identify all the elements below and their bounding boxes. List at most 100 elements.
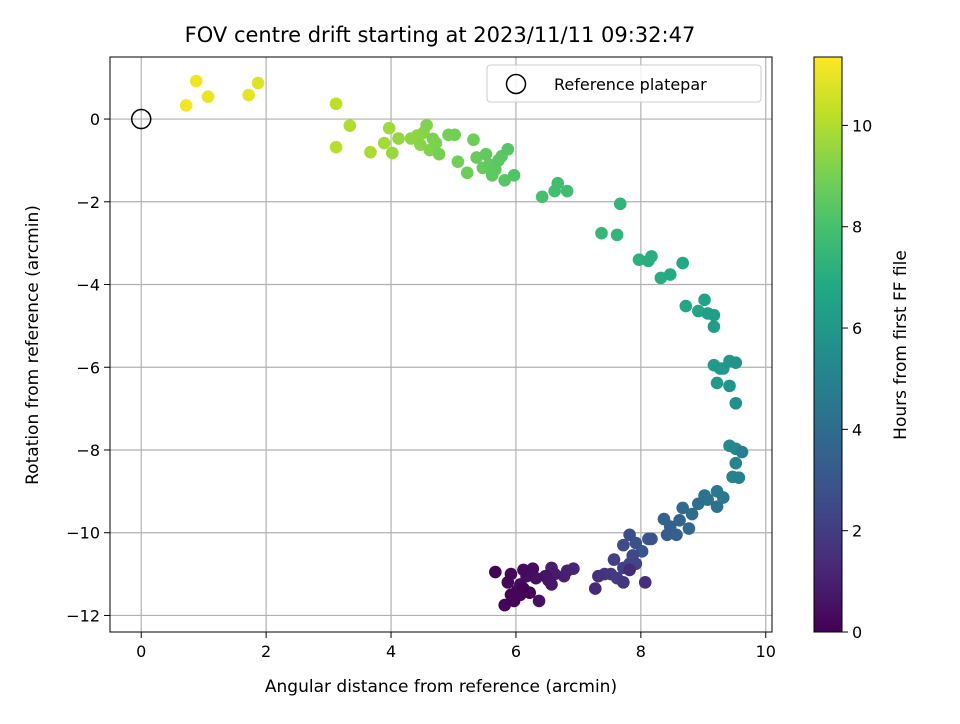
legend-marker-icon <box>505 73 527 95</box>
data-point <box>663 268 677 281</box>
data-point <box>632 253 646 266</box>
x-tick-label: 2 <box>261 642 271 661</box>
x-tick-label: 0 <box>136 642 146 661</box>
data-point <box>420 118 433 132</box>
data-point <box>685 507 699 521</box>
data-point <box>732 471 746 485</box>
data-point <box>448 128 462 142</box>
colorbar-gradient <box>813 56 843 633</box>
legend-box <box>486 64 762 103</box>
data-point <box>707 320 721 334</box>
x-axis-ticks: 0 2 4 6 8 10 <box>136 632 776 661</box>
data-point <box>498 598 512 612</box>
colorbar-tick-label: 6 <box>852 319 862 338</box>
data-point <box>623 528 636 542</box>
data-point <box>251 76 265 90</box>
data-point <box>329 140 343 154</box>
data-point <box>498 173 512 187</box>
data-point <box>414 138 427 151</box>
colorbar-ticks: 0 2 4 6 8 10 <box>842 116 872 642</box>
data-point <box>698 293 711 307</box>
data-point <box>592 569 605 583</box>
data-point <box>645 250 658 263</box>
data-point <box>529 571 543 585</box>
data-points <box>179 74 749 612</box>
data-point <box>532 594 546 608</box>
data-point <box>201 90 215 104</box>
data-point <box>723 379 736 393</box>
data-point <box>538 569 552 583</box>
data-point <box>385 146 399 160</box>
data-point <box>517 563 530 577</box>
data-point <box>657 512 671 526</box>
data-point <box>710 376 724 390</box>
colorbar-label: Hours from first FF file <box>891 250 911 440</box>
data-point <box>682 522 696 535</box>
data-point <box>343 119 357 132</box>
legend-label: Reference platepar <box>554 75 707 94</box>
data-point <box>429 136 443 150</box>
y-tick-label: −2 <box>76 193 100 212</box>
reference-marker-layer <box>130 108 152 130</box>
data-point <box>710 500 724 513</box>
data-point <box>673 514 686 527</box>
data-point <box>729 396 743 410</box>
data-point <box>501 142 515 156</box>
data-point <box>610 228 624 242</box>
data-point <box>523 586 536 600</box>
data-point <box>729 356 743 370</box>
data-point <box>729 456 743 470</box>
data-point <box>364 145 377 159</box>
data-point <box>329 97 343 111</box>
chart-title: FOV centre drift starting at 2023/11/11 … <box>185 23 696 47</box>
data-point <box>645 532 658 546</box>
x-axis-label: Angular distance from reference (arcmin) <box>265 677 617 697</box>
data-point <box>392 132 405 145</box>
reference-marker <box>130 108 152 130</box>
data-point <box>535 190 549 204</box>
data-point <box>189 74 203 88</box>
data-point <box>670 528 683 542</box>
data-point <box>557 569 571 583</box>
data-point <box>451 155 465 168</box>
x-tick-label: 4 <box>386 642 396 661</box>
data-point <box>501 576 515 589</box>
data-point <box>676 501 689 515</box>
data-point <box>467 133 480 147</box>
colorbar-tick-label: 10 <box>852 116 872 135</box>
data-point <box>377 136 391 150</box>
legend: Reference platepar <box>486 64 762 103</box>
plot-frame <box>109 56 773 633</box>
data-point <box>382 121 396 135</box>
y-tick-label: −12 <box>66 606 100 625</box>
data-point <box>617 576 630 589</box>
data-point <box>560 184 574 198</box>
data-point <box>479 147 493 161</box>
y-axis-label: Rotation from reference (arcmin) <box>23 205 43 485</box>
data-point <box>735 445 749 459</box>
data-point <box>179 99 193 112</box>
x-tick-label: 8 <box>636 642 646 661</box>
colorbar-tick-label: 8 <box>852 218 862 237</box>
data-point <box>595 226 608 240</box>
y-tick-label: −6 <box>76 358 100 377</box>
data-point <box>460 166 474 180</box>
x-tick-label: 6 <box>511 642 521 661</box>
colorbar-tick-label: 0 <box>852 623 862 642</box>
data-point <box>638 576 652 589</box>
y-axis-ticks: 0 −2 −4 −6 −8 −10 −12 <box>66 110 110 625</box>
y-tick-label: −4 <box>76 276 100 295</box>
colorbar-tick-label: 2 <box>852 522 862 541</box>
data-point <box>660 528 674 542</box>
data-point <box>617 538 630 552</box>
data-point <box>623 563 636 577</box>
data-point <box>242 88 255 102</box>
y-tick-label: −10 <box>66 524 100 543</box>
data-point <box>588 582 602 595</box>
data-point <box>507 169 521 182</box>
data-point <box>716 491 730 504</box>
y-tick-label: −8 <box>76 441 100 460</box>
colorbar: 0 2 4 6 8 10 Hours from first FF file <box>813 56 911 642</box>
y-tick-label: 0 <box>90 110 100 129</box>
